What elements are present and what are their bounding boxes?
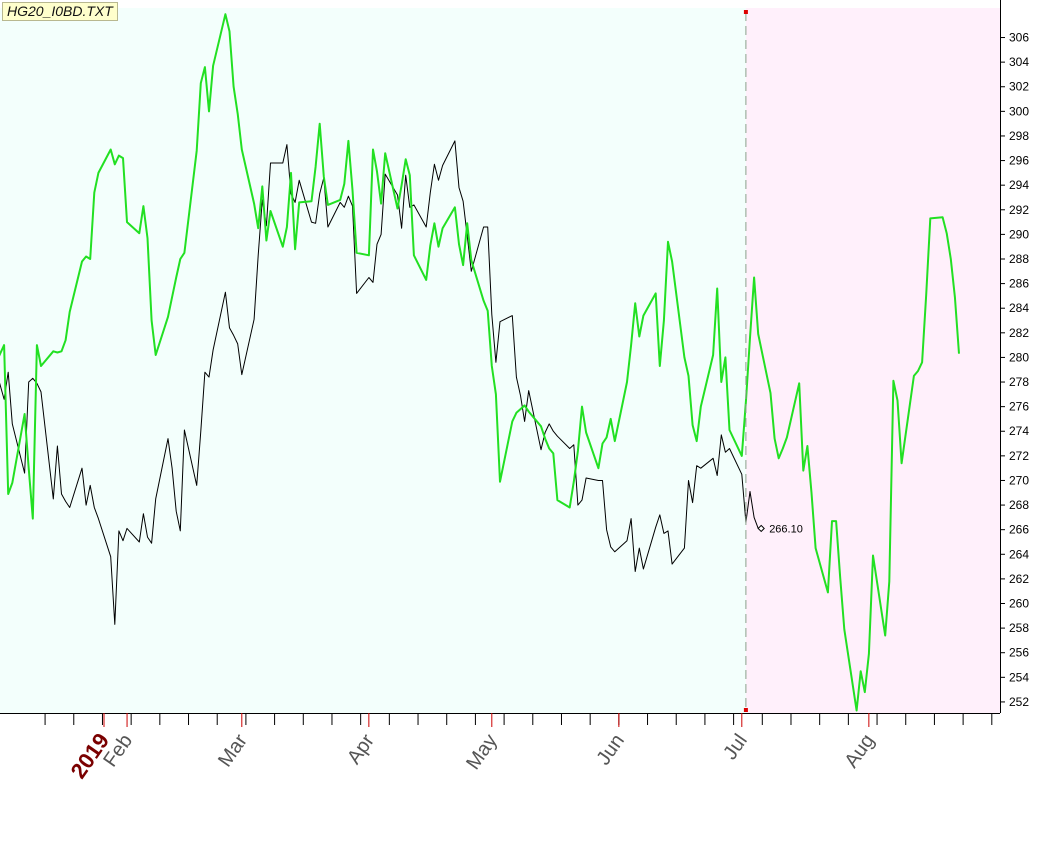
price-tick-label: 258 (1009, 621, 1029, 635)
price-tick-label: 292 (1009, 203, 1029, 217)
marker-layer: 266.10 (743, 10, 803, 712)
price-tick-label: 272 (1009, 449, 1029, 463)
month-label: Mar (214, 730, 252, 771)
price-tick-label: 256 (1009, 646, 1029, 660)
price-tick-label: 260 (1009, 596, 1029, 610)
price-tick-label: 296 (1009, 154, 1029, 168)
price-tick-label: 254 (1009, 670, 1029, 684)
month-label: Apr (343, 730, 379, 768)
price-tick-label: 278 (1009, 375, 1029, 389)
price-tick-label: 300 (1009, 104, 1029, 118)
model-series-line (0, 13, 960, 712)
price-tick-label: 288 (1009, 252, 1029, 266)
last-price-label: 266.10 (769, 523, 803, 535)
file-name-label: HG20_I0BD.TXT (2, 2, 118, 21)
divider-bottom-marker (743, 708, 748, 712)
forecast-region (745, 8, 1000, 713)
price-tick-label: 252 (1009, 695, 1029, 709)
price-tick-label: 294 (1009, 178, 1029, 192)
month-label: Feb (99, 730, 137, 771)
price-tick-label: 286 (1009, 277, 1029, 291)
price-tick-label: 282 (1009, 326, 1029, 340)
price-tick-label: 274 (1009, 424, 1029, 438)
price-tick-label: 306 (1009, 31, 1029, 45)
divider-top-marker (743, 10, 748, 14)
last-price-marker (757, 524, 765, 533)
price-tick-label: 268 (1009, 498, 1029, 512)
price-tick-label: 304 (1009, 55, 1029, 69)
price-tick-label: 284 (1009, 301, 1029, 315)
month-label: Jun (592, 730, 629, 769)
actual-series-line (0, 140, 759, 625)
month-label: Jul (719, 730, 752, 764)
price-tick-label: 270 (1009, 473, 1029, 487)
price-tick-label: 290 (1009, 227, 1029, 241)
price-tick-label: 262 (1009, 572, 1029, 586)
price-tick-label: 298 (1009, 129, 1029, 143)
history-region (0, 8, 746, 713)
series-layer (0, 13, 960, 712)
price-tick-label: 302 (1009, 80, 1029, 94)
price-axis: 252 254 256 258 260 262 264 266 268 270 272 274 276 2… (1000, 31, 1029, 709)
price-tick-label: 266 (1009, 523, 1029, 537)
month-label: May (462, 730, 502, 774)
price-tick-label: 276 (1009, 400, 1029, 414)
month-label: Aug (841, 730, 879, 772)
price-tick-label: 280 (1009, 350, 1029, 364)
price-tick-label: 264 (1009, 547, 1029, 561)
